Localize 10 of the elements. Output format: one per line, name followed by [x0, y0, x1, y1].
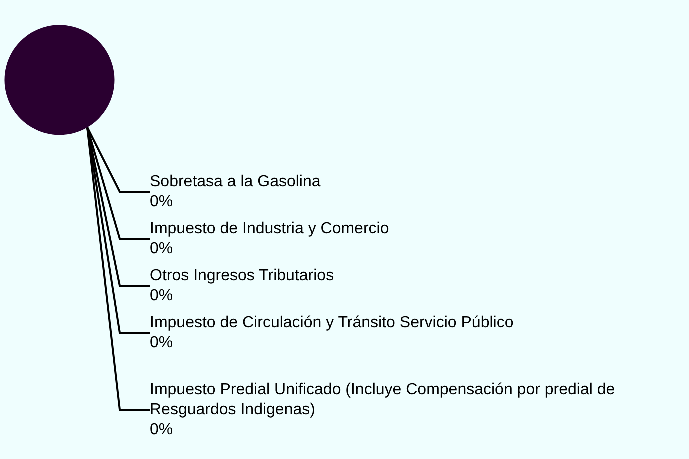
- text: 0%: [150, 422, 174, 438]
- text: 0%: [150, 334, 174, 352]
- category-label: Impuesto de Circulación y Tránsito Servicio Público: [150, 314, 514, 332]
- text: 0%: [150, 288, 174, 304]
- text: 0%: [150, 194, 174, 210]
- text: 0%: [150, 240, 174, 258]
- category-label: Impuesto de Industria y Comercio: [150, 220, 390, 238]
- category-label: Sobretasa a la Gasolina: [150, 174, 321, 190]
- category-label: Otros Ingresos Tributarios: [150, 268, 334, 284]
- category-label: Impuesto Predial Unificado (Incluye Compensación por predial de Resguardos Indigenas): [150, 382, 616, 418]
